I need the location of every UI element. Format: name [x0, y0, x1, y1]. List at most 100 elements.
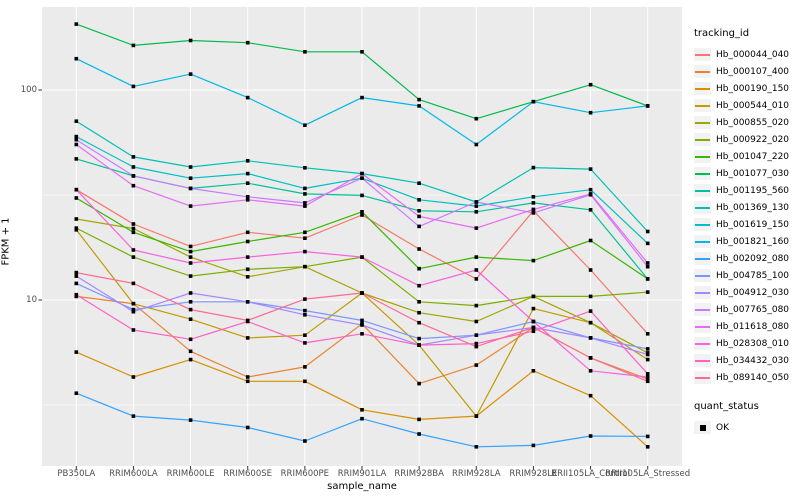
legend-item-label: Hb_011618_080 [716, 321, 790, 332]
series-color-line-icon [695, 325, 710, 328]
series-color-line-icon [695, 223, 710, 226]
legend-item-label: Hb_089140_050 [716, 372, 790, 383]
legend-item-Hb_000922_020: Hb_000922_020 [694, 131, 798, 148]
data-point-marker [131, 226, 136, 231]
data-point-marker [131, 301, 136, 306]
legend-item-label: OK [716, 422, 729, 433]
legend-title-quant-status: quant_status [694, 401, 759, 412]
legend-item-label: Hb_007765_080 [716, 304, 790, 315]
legend-key-line [694, 48, 711, 61]
data-point-marker [645, 445, 650, 449]
data-point-marker [245, 239, 250, 244]
legend-item-label: Hb_000044_040 [716, 49, 790, 60]
data-point-marker [188, 337, 193, 342]
data-point-marker [188, 204, 193, 208]
data-point-marker [131, 230, 136, 235]
data-point-marker [188, 244, 193, 249]
data-point-marker [531, 319, 536, 324]
data-point-marker [474, 116, 479, 121]
data-point-marker [245, 255, 250, 259]
data-point-marker [74, 137, 79, 142]
data-point-marker [474, 319, 479, 324]
y-axis-title: FPKM + 1 [0, 217, 12, 266]
data-point-marker [188, 357, 193, 362]
data-point-marker [645, 277, 650, 281]
legend-item-label: Hb_000544_010 [716, 100, 790, 111]
legend-item-Hb_028308_010: Hb_028308_010 [694, 335, 798, 352]
data-point-marker [131, 183, 136, 188]
data-point-marker [188, 72, 193, 76]
data-point-marker [188, 300, 193, 304]
data-point-marker [588, 434, 593, 438]
legend-item-label: Hb_001619_150 [716, 219, 790, 230]
legend-item-label: Hb_001369_130 [716, 202, 790, 213]
data-point-marker [303, 379, 307, 384]
data-point-marker [645, 379, 650, 384]
legend-item-label: Hb_034432_030 [716, 355, 790, 366]
series-color-line-icon [695, 155, 710, 158]
data-point-marker [303, 264, 307, 269]
legend-item-Hb_007765_080: Hb_007765_080 [694, 301, 798, 318]
data-point-marker [474, 226, 479, 230]
data-point-marker [588, 393, 593, 398]
data-point-marker [474, 200, 479, 204]
data-point-marker [417, 214, 421, 219]
data-point-marker [417, 417, 421, 422]
data-point-marker [474, 210, 479, 214]
data-point-marker [303, 308, 307, 313]
data-point-marker [131, 174, 136, 178]
data-point-marker [645, 332, 650, 336]
legend-key-line [694, 167, 711, 180]
data-point-marker [131, 309, 136, 314]
data-point-marker [645, 261, 650, 265]
data-point-marker [588, 192, 593, 196]
legend-key-line [694, 354, 711, 367]
series-color-line-icon [695, 87, 710, 90]
data-point-marker [74, 350, 79, 354]
data-point-marker [131, 43, 136, 48]
data-point-marker [188, 291, 193, 295]
data-point-marker [245, 379, 250, 384]
data-point-marker [74, 157, 79, 161]
legend-item-label: Hb_002092_080 [716, 253, 790, 264]
series-color-line-icon [695, 138, 710, 141]
x-tick-label: PB350LA [57, 469, 96, 479]
data-point-marker [131, 255, 136, 259]
legend-key-line [694, 116, 711, 129]
data-point-marker [645, 264, 650, 269]
data-point-marker [188, 38, 193, 43]
data-point-marker [588, 268, 593, 272]
legend-item-Hb_001195_560: Hb_001195_560 [694, 182, 798, 199]
x-tick-label: RRIM600PE [280, 469, 330, 479]
series-color-line-icon [695, 291, 710, 294]
data-point-marker [303, 50, 307, 54]
data-point-marker [588, 356, 593, 360]
data-point-marker [303, 192, 307, 196]
legend-item-label: Hb_000190_150 [716, 83, 790, 94]
legend-key-line [694, 371, 711, 384]
data-point-marker [74, 391, 79, 395]
data-point-marker [531, 201, 536, 205]
x-tick-label: RRIM600LA [109, 469, 158, 479]
data-point-marker [74, 196, 79, 200]
legend-item-Hb_000190_150: Hb_000190_150 [694, 80, 798, 97]
data-point-marker [417, 300, 421, 304]
data-point-marker [531, 258, 536, 263]
data-point-marker [417, 343, 421, 347]
legend-item-label: Hb_001821_160 [716, 236, 790, 247]
data-point-marker [131, 307, 136, 312]
data-point-marker [645, 229, 650, 234]
data-point-marker [188, 186, 193, 191]
data-point-marker [188, 165, 193, 169]
data-point-marker [131, 165, 136, 169]
legend-items-tracking-id: Hb_000044_040 Hb_000107_400 Hb_000190_150 H… [694, 46, 798, 386]
data-point-marker [360, 171, 364, 176]
data-point-marker [360, 323, 364, 327]
data-point-marker [588, 110, 593, 115]
data-point-marker [188, 255, 193, 259]
data-point-marker [131, 281, 136, 286]
data-point-marker [531, 165, 536, 170]
data-point-marker [74, 22, 79, 26]
data-point-marker [474, 142, 479, 147]
series-color-line-icon [695, 240, 710, 243]
